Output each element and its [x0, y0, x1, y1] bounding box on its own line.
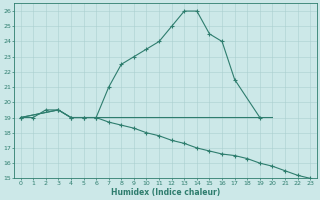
- X-axis label: Humidex (Indice chaleur): Humidex (Indice chaleur): [111, 188, 220, 197]
